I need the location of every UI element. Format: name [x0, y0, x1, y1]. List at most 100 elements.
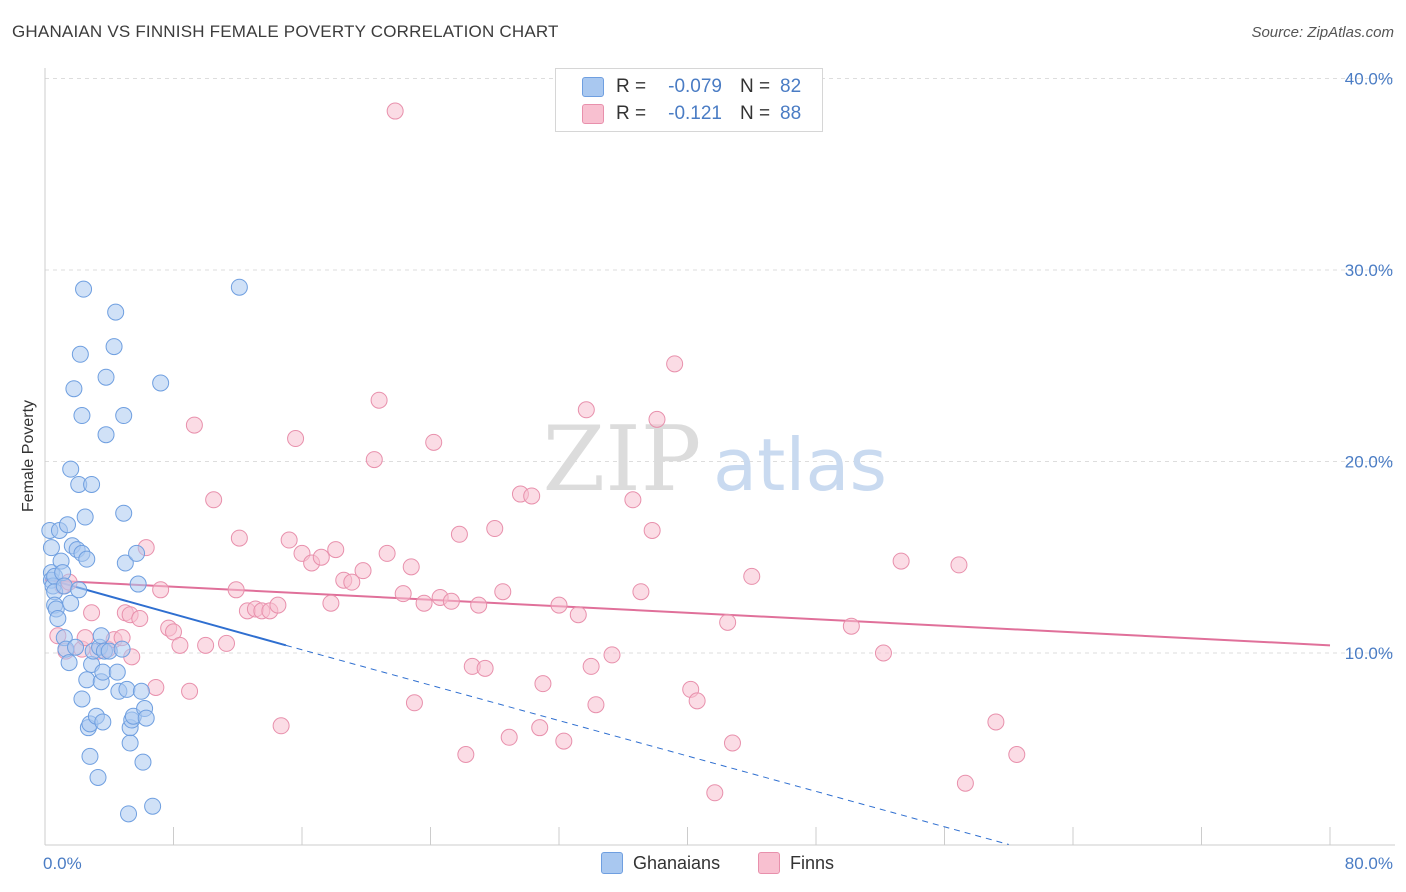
- point-ghanaians: [76, 508, 94, 526]
- bottom-legend-label-finns: Finns: [790, 852, 835, 873]
- point-finns: [892, 552, 910, 570]
- trend-line-ghanaians-extension: [285, 644, 1009, 845]
- point-finns: [500, 728, 518, 746]
- point-finns: [632, 583, 650, 601]
- point-ghanaians: [62, 460, 80, 478]
- bottom-legend-swatch-finns: [758, 852, 780, 874]
- point-finns: [218, 634, 236, 652]
- bottom-legend-ghanaians: Ghanaians: [601, 852, 720, 874]
- point-finns: [950, 556, 968, 574]
- point-finns: [272, 717, 290, 735]
- point-finns: [394, 585, 412, 603]
- point-finns: [624, 491, 642, 509]
- watermark-zip: ZIP: [543, 407, 702, 512]
- watermark: ZIP atlas: [543, 407, 887, 512]
- y-tick-label: 10.0%: [1345, 644, 1393, 663]
- point-finns: [147, 678, 165, 696]
- point-finns: [442, 592, 460, 610]
- point-finns: [370, 391, 388, 409]
- point-ghanaians: [116, 554, 134, 572]
- point-ghanaians: [120, 805, 138, 823]
- point-finns: [743, 567, 761, 585]
- point-ghanaians: [152, 374, 170, 392]
- point-finns: [327, 541, 345, 559]
- legend-swatch-ghanaians: [582, 77, 604, 97]
- point-ghanaians: [105, 338, 123, 356]
- point-finns: [956, 774, 974, 792]
- point-finns: [486, 520, 504, 538]
- axis-labels: 10.0% 20.0% 30.0% 40.0% 0.0% 80.0% Female Pove…: [20, 70, 1393, 874]
- point-finns: [470, 596, 488, 614]
- point-ghanaians: [121, 734, 139, 752]
- trend-lines: [44, 577, 1331, 845]
- y-tick-label: 40.0%: [1345, 70, 1393, 89]
- n-label: N =: [740, 76, 771, 97]
- point-finns: [603, 646, 621, 664]
- point-finns: [343, 573, 361, 591]
- point-finns: [719, 613, 737, 631]
- source-credit: Source: ZipAtlas.com: [1251, 24, 1394, 41]
- point-finns: [476, 659, 494, 677]
- point-finns: [205, 491, 223, 509]
- point-finns: [354, 562, 372, 580]
- legend-swatch-finns: [582, 104, 604, 124]
- point-ghanaians: [78, 671, 96, 689]
- point-finns: [287, 430, 305, 448]
- x-tick-label: 0.0%: [43, 854, 82, 873]
- point-ghanaians: [65, 380, 83, 398]
- point-finns: [555, 732, 573, 750]
- point-ghanaians: [62, 594, 80, 612]
- r-value: -0.121: [668, 103, 722, 124]
- legend-row-ghanaians: R = -0.079 N = 82: [582, 75, 801, 99]
- point-ghanaians: [107, 303, 125, 321]
- x-tick-label: 80.0%: [1345, 854, 1393, 873]
- point-finns: [666, 355, 684, 373]
- point-finns: [197, 636, 215, 654]
- y-axis-title: Female Poverty: [20, 400, 37, 512]
- point-ghanaians: [97, 368, 115, 386]
- bottom-legend-label-ghanaians: Ghanaians: [633, 852, 721, 873]
- point-finns: [450, 525, 468, 543]
- point-finns: [874, 644, 892, 662]
- y-tick-label: 30.0%: [1345, 261, 1393, 280]
- point-finns: [152, 581, 170, 599]
- chart-title: GHANAIAN VS FINNISH FEMALE POVERTY CORRE…: [12, 22, 559, 41]
- point-ghanaians: [108, 663, 126, 681]
- point-finns: [577, 401, 595, 419]
- point-finns: [723, 734, 741, 752]
- point-finns: [587, 696, 605, 714]
- point-ghanaians: [97, 426, 115, 444]
- y-tick-label: 20.0%: [1345, 453, 1393, 472]
- point-finns: [365, 451, 383, 469]
- point-finns: [185, 416, 203, 434]
- point-finns: [312, 548, 330, 566]
- bottom-legend-swatch-ghanaians: [601, 852, 623, 874]
- correlation-legend: R = -0.079 N = 82 R = -0.121 N = 88: [555, 68, 823, 132]
- point-finns: [322, 594, 340, 612]
- watermark-atlas: atlas: [713, 423, 887, 507]
- point-ghanaians: [94, 713, 112, 731]
- point-finns: [494, 583, 512, 601]
- point-ghanaians: [71, 345, 89, 363]
- point-finns: [227, 581, 245, 599]
- point-ghanaians: [75, 280, 93, 298]
- point-finns: [280, 531, 298, 549]
- point-finns: [842, 617, 860, 635]
- point-ghanaians: [67, 638, 85, 656]
- point-ghanaians: [55, 577, 73, 595]
- r-label: R =: [616, 103, 647, 124]
- point-ghanaians: [73, 690, 91, 708]
- r-value: -0.079: [668, 76, 722, 97]
- point-finns: [1008, 745, 1026, 763]
- point-ghanaians: [89, 768, 107, 786]
- point-ghanaians: [115, 407, 133, 425]
- point-ghanaians: [60, 654, 78, 672]
- legend-row-finns: R = -0.121 N = 88: [582, 102, 801, 126]
- point-ghanaians: [78, 550, 96, 568]
- point-finns: [269, 596, 287, 614]
- point-finns: [425, 433, 443, 451]
- point-finns: [582, 657, 600, 675]
- point-finns: [523, 487, 541, 505]
- point-finns: [569, 606, 587, 624]
